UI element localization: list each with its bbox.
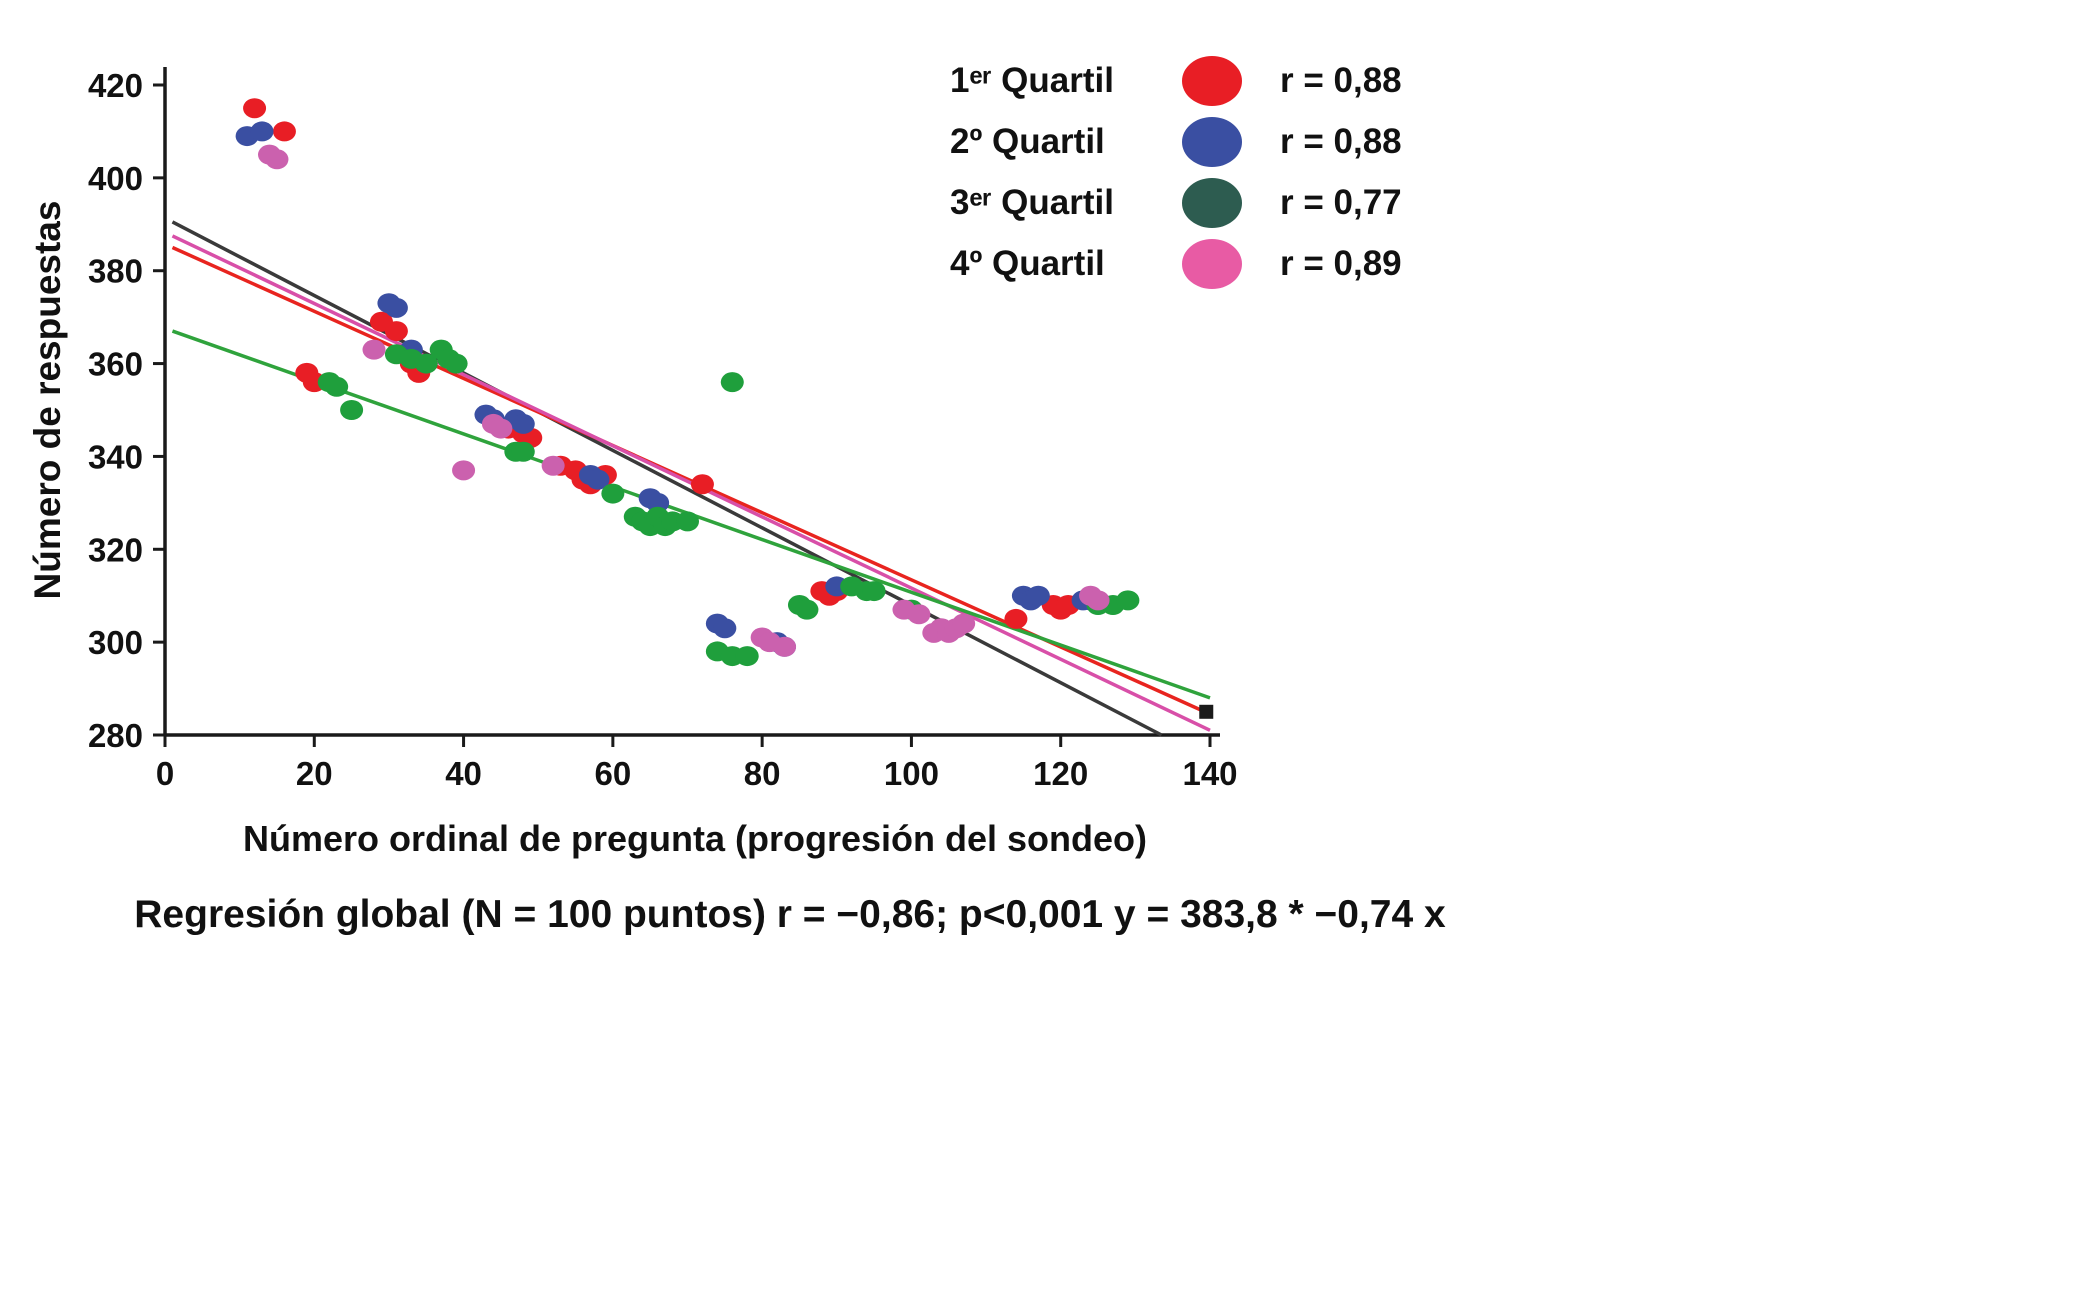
- data-point: [713, 618, 737, 639]
- y-tick-label: 320: [88, 531, 143, 568]
- y-tick-label: 380: [88, 253, 143, 290]
- data-point: [325, 376, 349, 397]
- y-tick-label: 340: [88, 438, 143, 475]
- legend-color-dot: [1182, 56, 1242, 106]
- legend-label: 1ᵉʳ Quartil: [950, 61, 1114, 100]
- x-tick-label: 20: [296, 755, 333, 792]
- y-tick-label: 300: [88, 624, 143, 661]
- data-point: [907, 604, 931, 625]
- data-point: [690, 474, 714, 495]
- data-point: [952, 613, 976, 634]
- data-point: [676, 511, 699, 532]
- data-point: [511, 413, 535, 434]
- data-point: [511, 441, 535, 462]
- data-point: [272, 121, 296, 142]
- x-axis-label: Número ordinal de pregunta (progresión d…: [242, 818, 1148, 859]
- data-point: [586, 469, 610, 490]
- regression-black: [171, 220, 1163, 737]
- data-point: [646, 492, 670, 513]
- legend: 1ᵉʳ Quartil r = 0,88 2º Quartil r = 0,88…: [950, 55, 1470, 299]
- data-point: [601, 483, 625, 504]
- data-point: [384, 321, 408, 342]
- legend-item-quartil-1: 1ᵉʳ Quartil r = 0,88: [950, 55, 1470, 107]
- legend-color-dot: [1182, 239, 1242, 289]
- legend-item-quartil-4: 4º Quartil r = 0,89: [950, 238, 1470, 290]
- legend-item-quartil-2: 2º Quartil r = 0,88: [950, 116, 1470, 168]
- scatter-plot-canvas: 0 20 40 60 80 100 120 140 280 300 320 340 360 380 400 4…: [88, 67, 1238, 792]
- legend-label: 2º Quartil: [950, 122, 1105, 161]
- y-tick-label: 400: [88, 160, 143, 197]
- data-point: [414, 353, 438, 374]
- data-point: [1116, 590, 1140, 611]
- x-tick-label: 0: [156, 755, 174, 792]
- legend-item-quartil-3: 3ᵉʳ Quartil r = 0,77: [950, 177, 1470, 229]
- data-point: [362, 339, 386, 360]
- legend-label: 3ᵉʳ Quartil: [950, 183, 1114, 222]
- y-tick-label: 420: [88, 67, 143, 104]
- line-end-marker: [1199, 704, 1214, 719]
- x-tick-label: 60: [594, 755, 631, 792]
- y-tick-label: 280: [88, 717, 143, 754]
- x-tick-label: 40: [445, 755, 482, 792]
- legend-color-dot: [1182, 117, 1242, 167]
- data-point: [452, 460, 476, 481]
- x-tick-label: 100: [884, 755, 939, 792]
- data-point: [541, 455, 565, 476]
- data-point: [265, 149, 289, 170]
- data-point: [340, 400, 364, 420]
- y-tick-label: 360: [88, 346, 143, 383]
- data-point: [444, 353, 468, 374]
- x-tick-label: 120: [1033, 755, 1088, 792]
- data-point: [720, 372, 744, 393]
- data-point: [795, 599, 819, 620]
- legend-label: 4º Quartil: [950, 244, 1105, 283]
- data-point: [250, 121, 274, 142]
- legend-r-value: r = 0,88: [1280, 61, 1402, 100]
- data-point: [862, 581, 886, 602]
- legend-r-value: r = 0,88: [1280, 122, 1402, 161]
- data-point: [243, 98, 267, 119]
- legend-color-dot: [1182, 178, 1242, 228]
- legend-r-value: r = 0,89: [1280, 244, 1402, 283]
- data-point: [384, 297, 408, 318]
- legend-r-value: r = 0,77: [1280, 183, 1402, 222]
- data-point: [1026, 585, 1050, 606]
- data-point: [773, 636, 797, 657]
- x-tick-label: 80: [744, 755, 781, 792]
- data-point: [1086, 590, 1110, 611]
- data-point: [1004, 608, 1028, 629]
- data-point: [489, 418, 513, 439]
- data-point: [735, 646, 759, 667]
- global-regression-caption: Regresión global (N = 100 puntos) r = −0…: [134, 893, 1446, 936]
- x-tick-label: 140: [1182, 755, 1237, 792]
